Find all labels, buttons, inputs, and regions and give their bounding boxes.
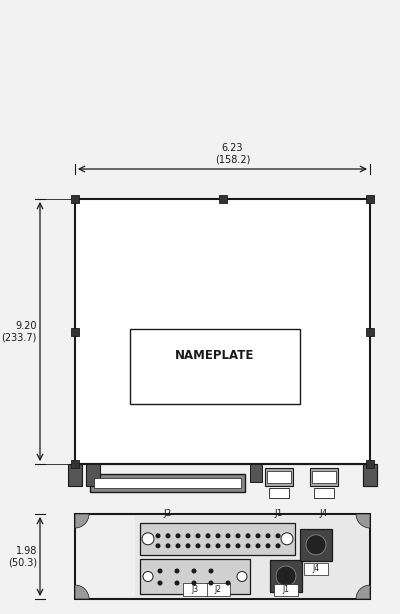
Bar [94,478,241,488]
Circle shape [306,535,326,555]
Text: J1: J1 [275,509,283,518]
Circle shape [156,544,160,548]
Circle shape [209,569,213,573]
Circle shape [158,569,162,573]
Text: 1.98
(50.3): 1.98 (50.3) [8,546,37,567]
Bar [269,488,289,498]
Text: 6.23
(158.2): 6.23 (158.2) [215,144,250,165]
Text: NAMEPLATE: NAMEPLATE [175,349,255,362]
Wedge shape [75,514,89,528]
Bar [312,471,336,483]
Bar [310,468,338,486]
Wedge shape [356,514,370,528]
Bar [75,514,370,599]
Circle shape [156,534,160,538]
Circle shape [246,534,250,538]
Bar [366,195,374,203]
Bar [265,468,293,486]
Bar [68,464,82,486]
Circle shape [206,534,210,538]
Bar [130,329,300,404]
Bar [135,516,368,597]
Text: J3: J3 [192,586,198,594]
Bar [304,563,328,575]
Bar [206,583,230,596]
Circle shape [176,544,180,548]
Bar [270,560,302,592]
Bar [274,584,298,596]
Bar [314,488,334,498]
Circle shape [186,534,190,538]
Text: J1: J1 [282,586,290,594]
Circle shape [226,534,230,538]
Text: J2: J2 [214,586,221,594]
Bar [366,327,374,335]
Circle shape [142,533,154,545]
Circle shape [209,581,213,585]
Circle shape [186,544,190,548]
Text: 9.20
(233.7): 9.20 (233.7) [2,321,37,342]
Bar [363,464,377,486]
Bar [75,199,370,464]
Circle shape [206,544,210,548]
Circle shape [216,544,220,548]
Circle shape [226,581,230,585]
Circle shape [176,534,180,538]
Circle shape [281,533,293,545]
Circle shape [266,544,270,548]
Text: J4: J4 [312,564,320,573]
Text: J2: J2 [163,509,172,518]
Circle shape [158,581,162,585]
Bar [250,464,262,482]
Bar [71,195,79,203]
Bar [267,471,291,483]
Bar [71,327,79,335]
Circle shape [236,544,240,548]
Circle shape [256,544,260,548]
Bar [363,464,377,486]
Circle shape [246,544,250,548]
Bar [140,559,250,594]
Circle shape [166,544,170,548]
Bar [140,523,295,555]
Circle shape [226,544,230,548]
Bar [218,195,226,203]
Bar [183,583,207,596]
Circle shape [196,534,200,538]
Bar [300,529,332,561]
Circle shape [276,566,296,586]
Wedge shape [75,585,89,599]
Wedge shape [356,585,370,599]
Bar [366,460,374,468]
Circle shape [192,581,196,585]
Bar [86,464,100,486]
Circle shape [266,534,270,538]
Bar [90,474,245,492]
Circle shape [236,534,240,538]
Circle shape [256,534,260,538]
Circle shape [237,572,247,581]
Text: J4: J4 [320,509,328,518]
Circle shape [175,581,179,585]
Circle shape [276,534,280,538]
Bar [71,460,79,468]
Circle shape [192,569,196,573]
Circle shape [166,534,170,538]
Circle shape [143,572,153,581]
Circle shape [216,534,220,538]
Circle shape [175,569,179,573]
Circle shape [276,544,280,548]
Circle shape [196,544,200,548]
